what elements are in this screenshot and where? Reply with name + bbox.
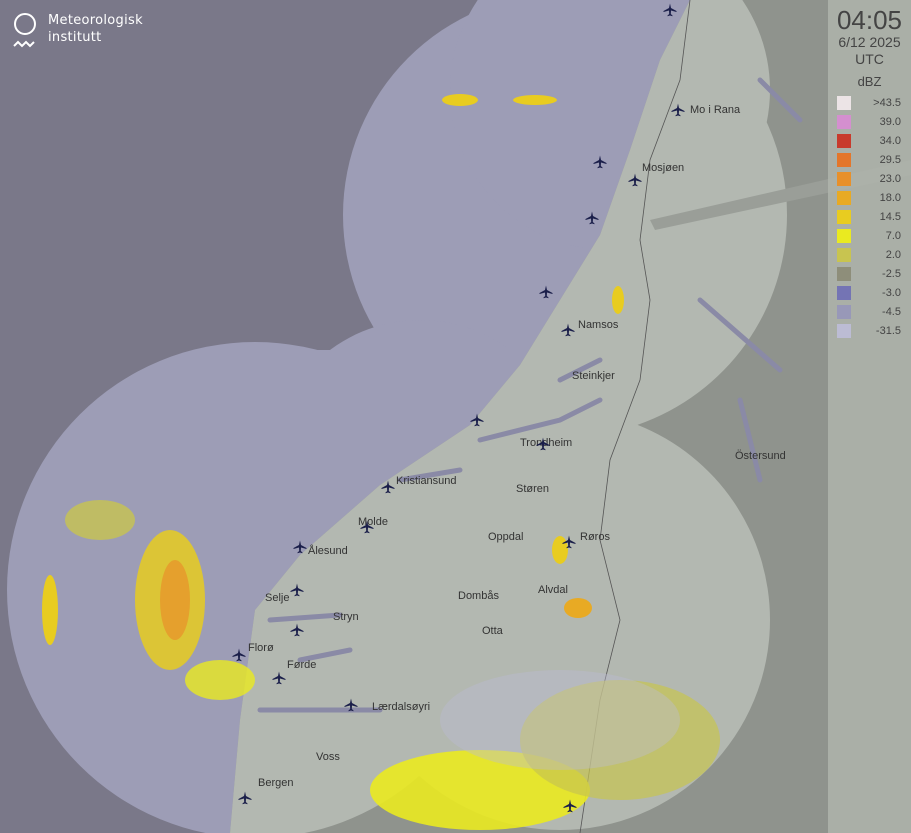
legend-item: -4.5 — [837, 302, 911, 321]
legend-item: 23.0 — [837, 169, 911, 188]
airplane-icon — [593, 155, 607, 169]
city-label: Oppdal — [488, 531, 524, 543]
city-label: Selje — [265, 592, 290, 604]
legend-value: >43.5 — [873, 96, 901, 109]
legend-item: 7.0 — [837, 226, 911, 245]
legend-item: 18.0 — [837, 188, 911, 207]
color-legend: >43.5 39.0 34.0 29.5 23.0 18.0 14.5 7.0 2.0 -2.5 -… — [828, 93, 911, 340]
city-label: Namsos — [578, 319, 619, 331]
airplane-icon — [561, 323, 575, 337]
legend-swatch — [837, 247, 851, 262]
legend-item: 14.5 — [837, 207, 911, 226]
precipitation — [42, 94, 720, 830]
legend-value: 39.0 — [879, 115, 901, 128]
legend-value: -2.5 — [882, 267, 901, 280]
legend-swatch — [837, 171, 851, 186]
legend-swatch — [837, 209, 851, 224]
city-label: Steinkjer — [572, 370, 615, 382]
legend-item: 34.0 — [837, 131, 911, 150]
legend-value: 14.5 — [879, 210, 901, 223]
airplane-icon — [563, 799, 577, 813]
legend-swatch — [837, 152, 851, 167]
airplane-icon — [290, 623, 304, 637]
city-label: Mosjøen — [642, 162, 685, 174]
city-label: Lærdalsøyri — [372, 701, 431, 713]
airplane-icon — [470, 413, 484, 427]
legend-swatch — [837, 114, 851, 129]
city-label: Otta — [482, 625, 503, 637]
airplane-icon — [232, 648, 246, 662]
lakes-fjords — [257, 77, 803, 713]
legend-swatch — [837, 190, 851, 205]
logo-line2: institutt — [48, 30, 102, 45]
airplane-icon — [238, 791, 252, 805]
legend-value: 29.5 — [879, 153, 901, 166]
city-label: Røros — [580, 531, 610, 543]
legend-swatch — [837, 228, 851, 243]
airplane-icon — [360, 520, 374, 534]
city-label: Bergen — [258, 777, 294, 789]
airplane-icon — [663, 3, 677, 17]
date-label: 6/12 2025 — [838, 34, 901, 50]
unit-label: dBZ — [857, 74, 882, 89]
legend-panel: 04:05 6/12 2025 UTC dBZ >43.5 39.0 34.0 29.… — [828, 0, 911, 833]
airplane-icon — [671, 103, 685, 117]
airplane-icon — [272, 671, 286, 685]
city-label: Florø — [248, 642, 274, 654]
airplane-icon — [290, 583, 304, 597]
airplane-icon — [585, 211, 599, 225]
city-label: Östersund — [735, 450, 786, 462]
airplane-icon — [562, 535, 576, 549]
legend-swatch — [837, 304, 851, 319]
city-label: Støren — [516, 483, 550, 495]
city-label: Kristiansund — [396, 475, 457, 487]
borders — [579, 0, 691, 833]
city-label: Stryn — [333, 611, 359, 623]
city-label: Molde — [358, 516, 388, 528]
city-label: Dombås — [458, 590, 499, 602]
legend-value: 2.0 — [885, 248, 901, 261]
timezone-label: UTC — [855, 51, 884, 67]
airplane-icon — [539, 285, 553, 299]
legend-item: -31.5 — [837, 321, 911, 340]
time-label: 04:05 — [836, 5, 903, 35]
legend-value: -3.0 — [882, 286, 901, 299]
legend-item: -3.0 — [837, 283, 911, 302]
legend-value: 34.0 — [879, 134, 901, 147]
legend-item: 39.0 — [837, 112, 911, 131]
airplane-icon — [628, 173, 642, 187]
airplane-icon — [381, 480, 395, 494]
met-logo-icon — [13, 13, 36, 48]
airplane-icon — [344, 698, 358, 712]
legend-value: -31.5 — [875, 324, 901, 337]
legend-item: 29.5 — [837, 150, 911, 169]
legend-swatch — [837, 266, 851, 281]
airplane-icon — [536, 437, 550, 451]
city-label: Alvdal — [538, 584, 568, 596]
airplane-icon — [293, 540, 307, 554]
city-label: Mo i Rana — [690, 104, 741, 116]
legend-swatch — [837, 133, 851, 148]
legend-item: >43.5 — [837, 93, 911, 112]
city-label: Ålesund — [308, 545, 348, 557]
city-label: Voss — [316, 751, 340, 763]
legend-item: -2.5 — [837, 264, 911, 283]
legend-swatch — [837, 95, 851, 110]
city-label: Trondheim — [520, 437, 573, 449]
legend-value: -4.5 — [882, 305, 901, 318]
legend-swatch — [837, 323, 851, 338]
legend-item: 2.0 — [837, 245, 911, 264]
legend-value: 23.0 — [879, 172, 901, 185]
legend-swatch — [837, 285, 851, 300]
legend-value: 7.0 — [885, 229, 901, 242]
city-label: Førde — [287, 659, 317, 671]
logo-line1: Meteorologisk — [48, 13, 143, 28]
legend-value: 18.0 — [879, 191, 901, 204]
met-logo: Meteorologisk institutt — [12, 12, 143, 52]
